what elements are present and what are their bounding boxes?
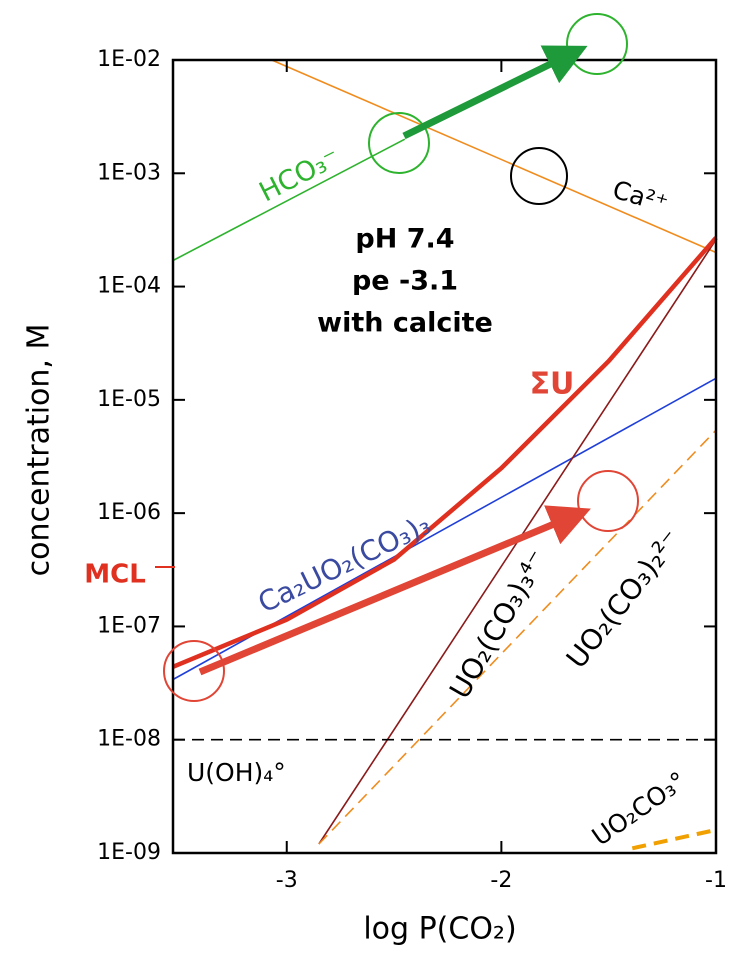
series-label: UO₂(CO₃)₂²⁻ bbox=[560, 524, 688, 675]
y-tick-label: 1E-09 bbox=[97, 840, 161, 865]
y-tick-label: 1E-03 bbox=[97, 160, 161, 185]
y-tick-label: 1E-06 bbox=[97, 500, 161, 525]
series-line bbox=[631, 827, 717, 851]
circle bbox=[163, 640, 225, 702]
annotation: MCL bbox=[84, 560, 146, 590]
series-label: U(OH)₄° bbox=[187, 758, 286, 787]
plot-frame bbox=[171, 58, 718, 855]
y-axis-label: concentration, M bbox=[22, 324, 57, 577]
x-tick-label: -1 bbox=[705, 868, 727, 893]
x-axis-label: log P(CO₂) bbox=[363, 912, 516, 947]
x-tick-label: -3 bbox=[276, 868, 298, 893]
series-line bbox=[318, 429, 717, 845]
annotation: ΣU bbox=[530, 367, 575, 402]
x-tick-label: -2 bbox=[490, 868, 512, 893]
y-tick-label: 1E-02 bbox=[97, 47, 161, 72]
series-line bbox=[172, 236, 718, 669]
arrow bbox=[198, 505, 591, 676]
series-line bbox=[271, 59, 717, 254]
y-tick-label: 1E-05 bbox=[97, 387, 161, 412]
circle bbox=[577, 470, 639, 532]
series-label: UO₂(CO₃)₃⁴⁻ bbox=[443, 544, 554, 704]
annotation: with calcite bbox=[317, 308, 493, 339]
annotation: pe -3.1 bbox=[352, 266, 458, 297]
y-tick-label: 1E-04 bbox=[97, 274, 161, 299]
circle bbox=[566, 13, 628, 75]
arrow bbox=[402, 45, 588, 140]
circle bbox=[510, 147, 568, 205]
series-line bbox=[172, 138, 406, 262]
y-tick-label: 1E-07 bbox=[97, 613, 161, 638]
series-label: Ca²⁺ bbox=[610, 175, 672, 218]
y-tick-label: 1E-08 bbox=[97, 727, 161, 752]
circle bbox=[368, 112, 430, 174]
series-label: Ca₂UO₂(CO₃)₃ bbox=[253, 508, 436, 620]
plot-marks bbox=[172, 59, 718, 851]
annotation: pH 7.4 bbox=[355, 224, 454, 255]
series-label: HCO₃⁻ bbox=[254, 142, 344, 208]
